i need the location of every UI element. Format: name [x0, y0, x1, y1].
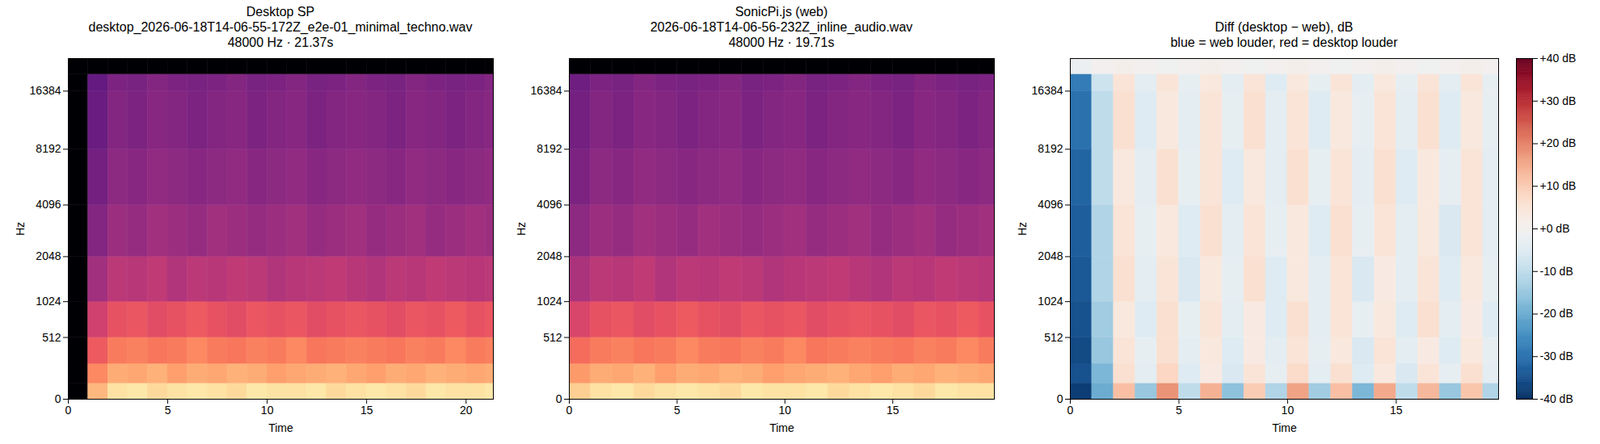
svg-text:8192: 8192	[35, 142, 61, 156]
svg-text:-20 dB: -20 dB	[1540, 307, 1574, 320]
html-text:48000 Hz · 19.71s: 48000 Hz · 19.71s	[728, 35, 835, 50]
svg-text:2048: 2048	[35, 249, 61, 263]
html-text:48000 Hz · 21.37s: 48000 Hz · 21.37s	[227, 35, 334, 50]
html-text:blue = web louder, red = deskt: blue = web louder, red = desktop louder	[1170, 35, 1398, 50]
html-text:Diff (desktop − web), dB: Diff (desktop − web), dB	[1214, 20, 1354, 34]
html-text:Desktop SP: Desktop SP	[246, 4, 315, 19]
svg-text:Time: Time	[769, 421, 795, 435]
svg-text:15: 15	[360, 404, 374, 417]
svg-text:15: 15	[886, 404, 900, 417]
svg-text:+10 dB: +10 dB	[1540, 179, 1577, 193]
svg-text:2048: 2048	[536, 249, 562, 263]
svg-text:Hz: Hz	[13, 222, 27, 236]
svg-text:10: 10	[261, 404, 274, 417]
svg-text:1024: 1024	[35, 294, 61, 308]
html-text:SonicPi.js (web): SonicPi.js (web)	[735, 4, 828, 19]
html-text:desktop_2026-06-18T14-06-55-17: desktop_2026-06-18T14-06-55-172Z_e2e-01_…	[88, 20, 473, 34]
svg-text:Time: Time	[268, 421, 294, 435]
svg-text:Hz: Hz	[514, 222, 528, 236]
svg-text:8192: 8192	[1037, 142, 1063, 156]
svg-text:4096: 4096	[35, 197, 61, 211]
svg-text:0: 0	[566, 404, 573, 417]
svg-text:Time: Time	[1271, 421, 1297, 435]
svg-text:15: 15	[1389, 404, 1403, 417]
svg-text:-10 dB: -10 dB	[1540, 265, 1574, 278]
svg-text:-30 dB: -30 dB	[1540, 349, 1574, 363]
svg-text:16384: 16384	[29, 84, 62, 97]
svg-text:0: 0	[54, 392, 62, 406]
svg-text:4096: 4096	[536, 197, 562, 211]
svg-text:0: 0	[555, 392, 563, 406]
svg-text:512: 512	[1044, 331, 1064, 345]
svg-text:8192: 8192	[536, 142, 562, 156]
svg-text:5: 5	[1175, 404, 1183, 417]
svg-text:+20 dB: +20 dB	[1540, 136, 1577, 150]
svg-text:512: 512	[42, 331, 62, 345]
svg-text:1024: 1024	[536, 294, 562, 308]
svg-text:+0 dB: +0 dB	[1540, 222, 1571, 236]
svg-text:10: 10	[1281, 404, 1295, 417]
svg-text:16384: 16384	[530, 84, 563, 97]
svg-text:Hz: Hz	[1015, 222, 1029, 236]
svg-text:10: 10	[778, 404, 792, 417]
svg-text:2048: 2048	[1037, 249, 1063, 263]
svg-text:0: 0	[1056, 392, 1064, 406]
svg-text:20: 20	[459, 404, 473, 417]
svg-text:4096: 4096	[1037, 197, 1063, 211]
svg-text:+30 dB: +30 dB	[1540, 94, 1577, 108]
svg-text:16384: 16384	[1031, 84, 1064, 97]
svg-text:1024: 1024	[1037, 294, 1063, 308]
svg-text:-40 dB: -40 dB	[1540, 392, 1574, 406]
html-text:2026-06-18T14-06-56-232Z_inlin: 2026-06-18T14-06-56-232Z_inline_audio.wa…	[650, 20, 913, 34]
svg-text:+40 dB: +40 dB	[1540, 51, 1577, 65]
svg-text:0: 0	[1067, 404, 1074, 417]
svg-text:5: 5	[164, 404, 172, 417]
svg-text:512: 512	[543, 331, 563, 345]
svg-text:5: 5	[673, 404, 681, 417]
svg-text:0: 0	[65, 404, 72, 417]
